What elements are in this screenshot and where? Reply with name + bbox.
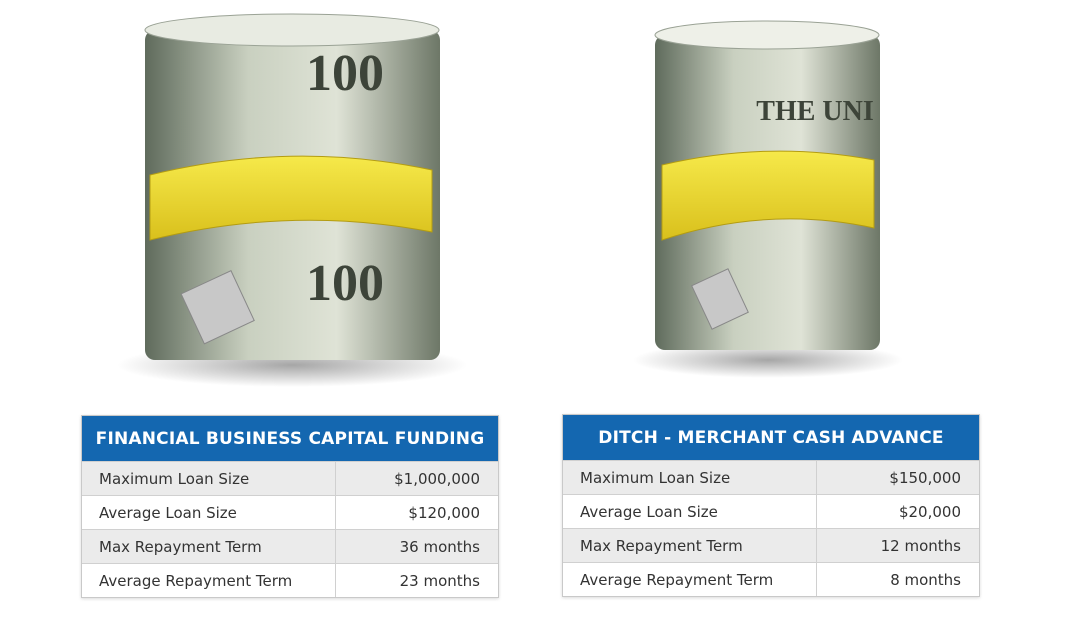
table-row: Average Loan Size $20,000: [563, 494, 979, 528]
row-value: 8 months: [890, 570, 961, 589]
table-title: FINANCIAL BUSINESS CAPITAL FUNDING: [82, 416, 498, 461]
svg-text:100: 100: [306, 45, 384, 102]
comparison-table: FINANCIAL BUSINESS CAPITAL FUNDING Maxim…: [81, 415, 499, 598]
row-value: 36 months: [399, 537, 480, 556]
row-label: Average Loan Size: [82, 496, 336, 529]
large-money-roll: 100 100: [117, 13, 467, 387]
row-label: Max Repayment Term: [563, 529, 817, 562]
row-value: $120,000: [408, 503, 480, 522]
row-value: 23 months: [399, 571, 480, 590]
table-row: Average Loan Size $120,000: [82, 495, 498, 529]
row-label: Average Repayment Term: [563, 563, 817, 596]
row-label: Maximum Loan Size: [563, 461, 817, 494]
table-row: Average Repayment Term 8 months: [563, 562, 979, 596]
svg-text:100: 100: [306, 255, 384, 312]
row-value: $20,000: [898, 502, 961, 521]
table-title: DITCH - MERCHANT CASH ADVANCE: [563, 415, 979, 460]
row-label: Max Repayment Term: [82, 530, 336, 563]
money-rolls-illustration: 100 100 THE UNI: [117, 13, 903, 387]
row-value: $1,000,000: [394, 469, 480, 488]
table-row: Max Repayment Term 36 months: [82, 529, 498, 563]
row-label: Average Loan Size: [563, 495, 817, 528]
table-row: Maximum Loan Size $1,000,000: [82, 461, 498, 495]
table-row: Maximum Loan Size $150,000: [563, 460, 979, 494]
row-value: $150,000: [889, 468, 961, 487]
table-row: Max Repayment Term 12 months: [563, 528, 979, 562]
table-row: Average Repayment Term 23 months: [82, 563, 498, 597]
row-value: 12 months: [880, 536, 961, 555]
svg-text:THE UNI: THE UNI: [756, 96, 873, 127]
small-money-roll: THE UNI: [633, 20, 903, 378]
row-label: Maximum Loan Size: [82, 462, 336, 495]
row-label: Average Repayment Term: [82, 564, 336, 597]
comparison-table: DITCH - MERCHANT CASH ADVANCE Maximum Lo…: [562, 414, 980, 597]
